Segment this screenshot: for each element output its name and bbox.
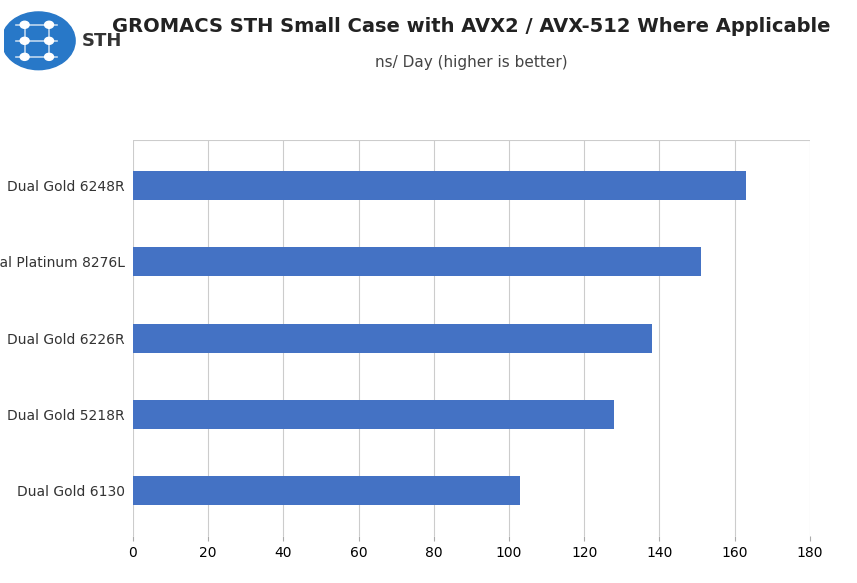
Bar bbox=[133, 171, 746, 200]
Bar bbox=[133, 400, 614, 429]
Text: GROMACS STH Small Case with AVX2 / AVX-512 Where Applicable: GROMACS STH Small Case with AVX2 / AVX-5… bbox=[112, 17, 830, 37]
Text: STH: STH bbox=[81, 32, 122, 50]
Circle shape bbox=[21, 21, 29, 29]
Circle shape bbox=[45, 37, 53, 44]
Bar bbox=[133, 247, 701, 276]
Text: ns/ Day (higher is better): ns/ Day (higher is better) bbox=[375, 55, 567, 71]
Circle shape bbox=[21, 53, 29, 61]
Bar bbox=[133, 476, 520, 505]
Circle shape bbox=[2, 12, 75, 70]
Bar bbox=[133, 324, 652, 353]
Circle shape bbox=[45, 53, 53, 61]
Circle shape bbox=[45, 21, 53, 29]
Circle shape bbox=[21, 37, 29, 44]
